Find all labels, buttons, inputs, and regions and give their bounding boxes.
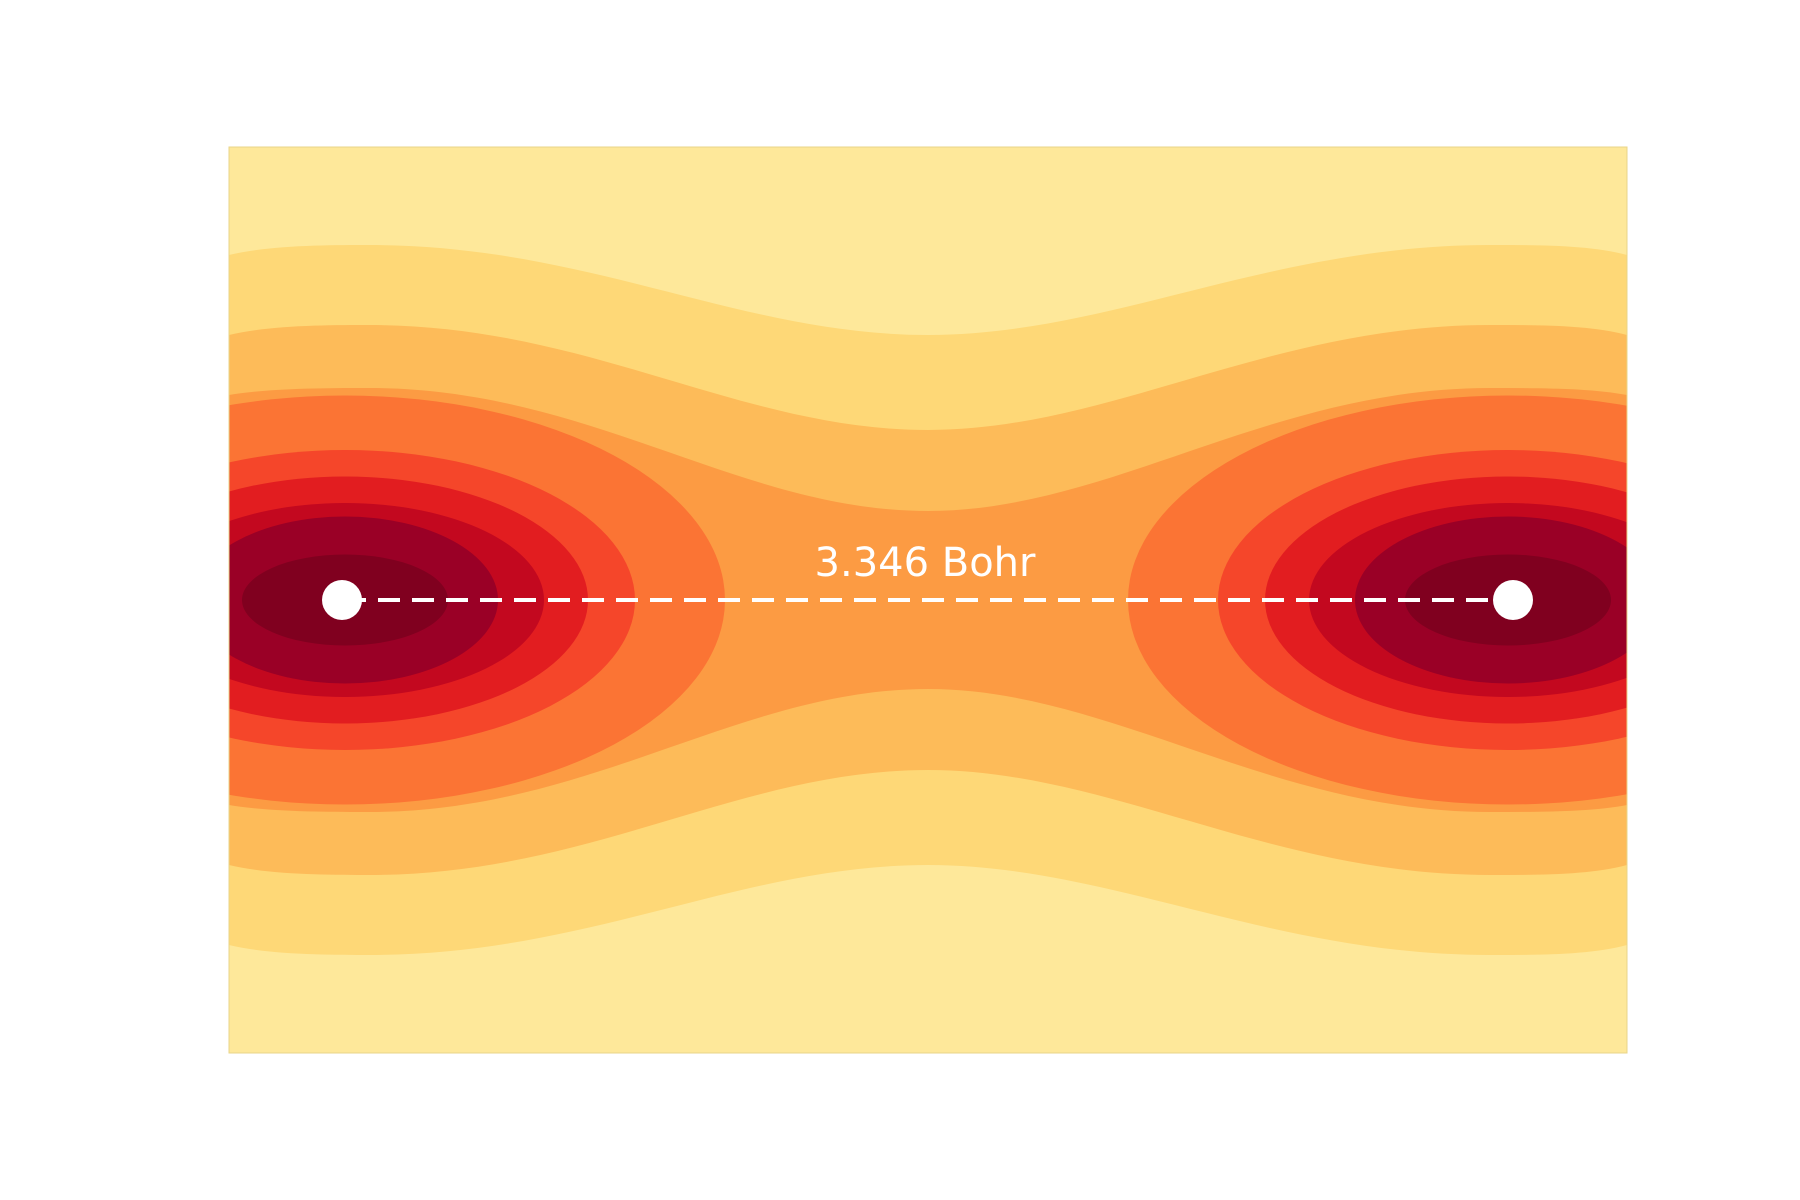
- nucleus-right: [1493, 580, 1533, 620]
- nucleus-left: [322, 580, 362, 620]
- contour-plot-area: [229, 147, 1627, 1053]
- plot-frame: [228, 146, 1628, 1054]
- bond-length-label: 3.346 Bohr: [815, 540, 1036, 586]
